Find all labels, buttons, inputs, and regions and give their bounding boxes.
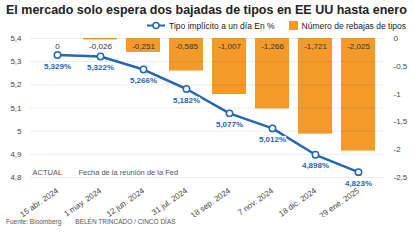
svg-text:-2: -2 bbox=[394, 145, 402, 154]
svg-text:0: 0 bbox=[394, 34, 399, 43]
svg-text:-1,266: -1,266 bbox=[261, 42, 284, 51]
svg-text:18 sep. 2024: 18 sep. 2024 bbox=[189, 186, 233, 217]
html-text:Fuente: Bloomberg: Fuente: Bloomberg bbox=[6, 218, 62, 225]
svg-text:-0,585: -0,585 bbox=[175, 42, 198, 51]
svg-text:5,1: 5,1 bbox=[10, 104, 22, 113]
svg-text:5: 5 bbox=[17, 127, 22, 136]
svg-text:4,8: 4,8 bbox=[10, 173, 22, 182]
svg-text:-0,251: -0,251 bbox=[132, 42, 155, 51]
svg-text:15 abr. 2024: 15 abr. 2024 bbox=[19, 186, 61, 217]
html-text:El mercado solo espera dos baj: El mercado solo espera dos bajadas de ti… bbox=[6, 3, 407, 17]
svg-text:Fecha de la reunión de la Fed: Fecha de la reunión de la Fed bbox=[79, 168, 179, 177]
svg-text:29 ene. 2025: 29 ene. 2025 bbox=[318, 186, 362, 217]
svg-text:31 jul. 2024: 31 jul. 2024 bbox=[150, 186, 189, 217]
svg-text:18 dic. 2024: 18 dic. 2024 bbox=[277, 186, 318, 217]
svg-text:ACTUAL: ACTUAL bbox=[33, 168, 63, 177]
svg-text:12 jun. 2024: 12 jun. 2024 bbox=[105, 186, 147, 217]
svg-text:-2,5: -2,5 bbox=[394, 173, 408, 182]
svg-text:5,3: 5,3 bbox=[10, 57, 22, 66]
svg-text:7 nov. 2024: 7 nov. 2024 bbox=[236, 186, 275, 217]
html-text:BELÉN TRINCADO / CINCO DÍAS: BELÉN TRINCADO / CINCO DÍAS bbox=[75, 218, 176, 225]
svg-text:5,182%: 5,182% bbox=[173, 96, 200, 105]
svg-text:5,012%: 5,012% bbox=[259, 135, 286, 144]
svg-text:4,823%: 4,823% bbox=[345, 179, 372, 188]
svg-text:-0,026: -0,026 bbox=[89, 42, 112, 51]
svg-text:-2,025: -2,025 bbox=[347, 42, 370, 51]
svg-text:-1,721: -1,721 bbox=[304, 42, 327, 51]
svg-text:5,4: 5,4 bbox=[10, 34, 22, 43]
html-text:Número de rebajas de tipos: Número de rebajas de tipos bbox=[301, 20, 406, 31]
svg-text:1 may. 2024: 1 may. 2024 bbox=[62, 186, 103, 217]
html-text:Tipo implícito a un día En %: Tipo implícito a un día En % bbox=[169, 20, 275, 31]
svg-text:-1: -1 bbox=[394, 90, 402, 99]
svg-text:5,266%: 5,266% bbox=[130, 76, 157, 85]
svg-text:4,9: 4,9 bbox=[10, 150, 22, 159]
svg-text:5,2: 5,2 bbox=[10, 80, 22, 89]
svg-text:-1,5: -1,5 bbox=[394, 117, 408, 126]
svg-text:5,329%: 5,329% bbox=[44, 62, 71, 71]
svg-text:0: 0 bbox=[55, 42, 60, 51]
svg-text:4,898%: 4,898% bbox=[302, 161, 329, 170]
svg-text:5,322%: 5,322% bbox=[87, 63, 114, 72]
svg-text:-0,5: -0,5 bbox=[394, 62, 408, 71]
svg-text:-1,007: -1,007 bbox=[218, 42, 241, 51]
svg-text:5,077%: 5,077% bbox=[216, 120, 243, 129]
